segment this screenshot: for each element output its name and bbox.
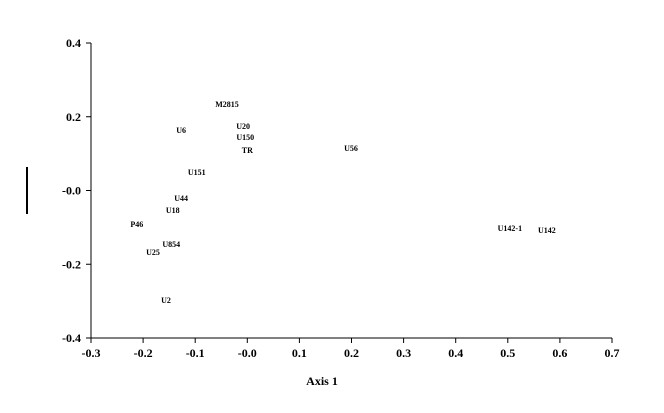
x-tick-label: 0.1 (292, 346, 307, 360)
y-tick-label: 0.2 (66, 110, 81, 124)
x-tick-label: -0.1 (186, 346, 205, 360)
point-label: U56 (344, 144, 358, 153)
x-tick-label: 0.6 (552, 346, 567, 360)
point-label: U854 (162, 240, 180, 249)
x-tick-label: -0.2 (134, 346, 153, 360)
point-label: M2815 (215, 100, 239, 109)
point-label: TR (242, 146, 253, 155)
x-tick-label: 0.4 (448, 346, 463, 360)
x-tick-label: -0.3 (82, 346, 101, 360)
x-tick-label: -0.0 (238, 346, 257, 360)
point-label: U151 (188, 168, 206, 177)
point-label: U142-1 (498, 224, 522, 233)
x-tick-label: 0.7 (605, 346, 620, 360)
point-label: P46 (130, 220, 143, 229)
y-tick-label: 0.4 (66, 36, 81, 50)
x-axis-title: Axis 1 (306, 374, 338, 388)
x-tick-label: 0.5 (500, 346, 515, 360)
point-label: U6 (176, 126, 186, 135)
x-tick-label: 0.2 (344, 346, 359, 360)
point-label: U2 (161, 296, 171, 305)
y-tick-label: -0.2 (62, 257, 81, 271)
point-label: U44 (174, 194, 188, 203)
y-tick-label: -0.4 (62, 331, 81, 345)
x-tick-label: 0.3 (396, 346, 411, 360)
point-label: U150 (236, 133, 254, 142)
point-label: U20 (236, 122, 250, 131)
y-tick-label: -0.0 (62, 184, 81, 198)
point-label: U25 (146, 248, 160, 257)
point-label: U18 (166, 206, 180, 215)
point-label: U142 (538, 226, 556, 235)
